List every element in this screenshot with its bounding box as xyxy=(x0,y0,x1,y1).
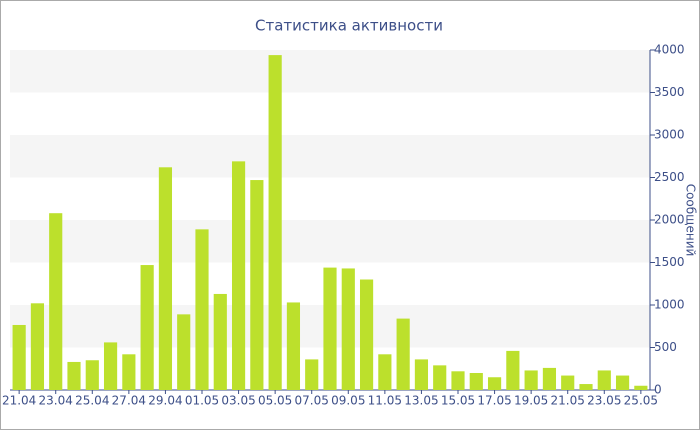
x-tick-label: 25.04 xyxy=(75,394,109,408)
chart-title: Статистика активности xyxy=(255,17,443,35)
bar xyxy=(213,293,227,390)
bar xyxy=(506,350,520,390)
bar xyxy=(49,213,63,390)
bar xyxy=(378,354,392,390)
y-tick-label: 0 xyxy=(654,383,662,397)
bar xyxy=(122,354,136,390)
x-tick-label: 21.05 xyxy=(551,394,585,408)
bar xyxy=(12,324,26,390)
bar xyxy=(615,375,630,390)
bar xyxy=(561,375,575,390)
x-tick-label: 23.04 xyxy=(39,394,73,408)
bar xyxy=(268,55,282,390)
y-tick-label: 2500 xyxy=(654,170,685,184)
grid-band xyxy=(10,50,650,93)
x-tick-label: 07.05 xyxy=(295,394,329,408)
x-tick-label: 09.05 xyxy=(331,394,365,408)
bar xyxy=(414,359,429,390)
x-tick-label: 15.05 xyxy=(441,394,475,408)
x-tick-label: 17.05 xyxy=(477,394,511,408)
bar xyxy=(286,302,301,390)
bar xyxy=(195,229,209,390)
grid-band xyxy=(10,220,650,263)
bar xyxy=(433,365,447,390)
bar xyxy=(158,167,173,390)
bar xyxy=(250,180,264,390)
y-tick-label: 2000 xyxy=(654,213,685,227)
bar xyxy=(579,384,593,390)
y-tick-label: 4000 xyxy=(654,43,685,57)
x-tick-label: 11.05 xyxy=(368,394,402,408)
bar xyxy=(231,161,246,390)
bar xyxy=(597,370,611,390)
grid-band xyxy=(10,135,650,178)
x-tick-label: 13.05 xyxy=(404,394,438,408)
y-tick-label: 1000 xyxy=(654,298,685,312)
x-tick-label: 29.04 xyxy=(148,394,182,408)
x-tick-label: 05.05 xyxy=(258,394,292,408)
y-tick-label: 3500 xyxy=(654,85,685,99)
x-tick-label: 01.05 xyxy=(185,394,219,408)
x-tick-label: 21.04 xyxy=(2,394,36,408)
bar xyxy=(542,367,557,390)
bar xyxy=(85,360,99,390)
y-axis-label: Сообщений xyxy=(684,184,698,257)
x-tick-label: 25.05 xyxy=(624,394,658,408)
bar xyxy=(140,265,154,390)
bar xyxy=(524,370,538,390)
bar xyxy=(396,318,410,390)
y-tick-label: 3000 xyxy=(654,128,685,142)
bar xyxy=(634,385,648,390)
x-tick-label: 19.05 xyxy=(514,394,548,408)
bar xyxy=(341,268,355,390)
bar xyxy=(67,361,81,390)
x-tick-label: 27.04 xyxy=(112,394,146,408)
bar xyxy=(359,279,374,390)
bar xyxy=(451,371,465,390)
bar xyxy=(30,303,45,390)
bar xyxy=(323,267,337,390)
bar xyxy=(469,373,483,390)
y-tick-label: 500 xyxy=(654,340,677,354)
bar xyxy=(305,359,319,390)
x-tick-label: 23.05 xyxy=(587,394,621,408)
bar xyxy=(487,377,502,390)
x-tick-label: 03.05 xyxy=(221,394,255,408)
bar xyxy=(103,342,118,390)
y-tick-label: 1500 xyxy=(654,255,685,269)
bar xyxy=(177,314,191,390)
